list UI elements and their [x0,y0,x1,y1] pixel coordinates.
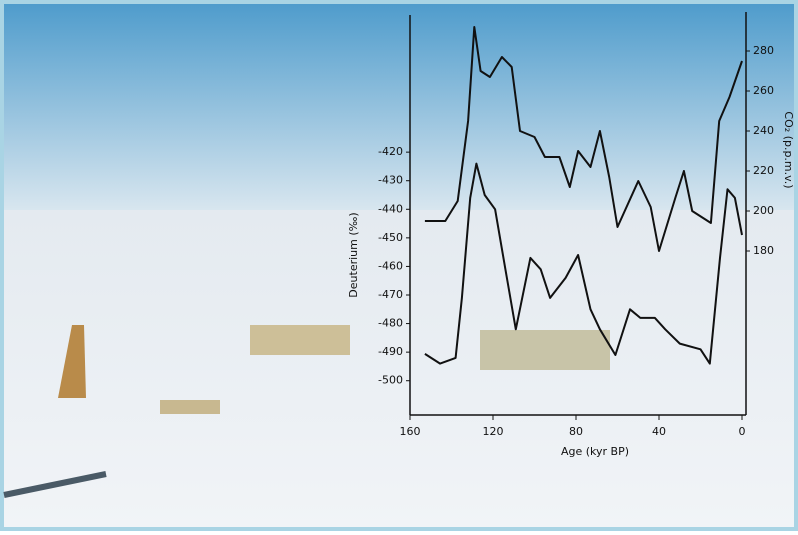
y-tick-label: -460 [378,259,403,272]
y-tick-label: -480 [378,317,403,330]
y-tick-label: -490 [378,345,403,358]
tower [58,325,86,398]
y-tick-label: -500 [378,374,403,387]
sky [4,4,794,210]
building [160,400,220,414]
x-tick-label: 120 [483,425,504,438]
building [480,330,610,370]
data-line [424,162,743,365]
y-tick-label: -470 [378,288,403,301]
plot: Deuterium (‰) CO₂ (p.p.m.v.) Age (kyr BP… [347,12,795,458]
x-tick-label: 80 [569,425,583,438]
y2-tick-label: 280 [753,44,774,57]
y2-tick-label: 260 [753,84,774,97]
x-tick-label: 0 [739,425,746,438]
x-tick-label: 160 [400,425,421,438]
pipe [3,471,107,498]
building [250,325,350,355]
x-tick-label: 40 [652,425,666,438]
y2-tick-label: 200 [753,204,774,217]
x-axis-label: Age (kyr BP) [561,445,629,458]
snow [4,210,794,527]
y-axis-label: Deuterium (‰) [347,212,360,297]
y2-tick-label: 220 [753,164,774,177]
y-tick-label: -420 [378,145,403,158]
y2-tick-label: 240 [753,124,774,137]
y2-axis-label: CO₂ (p.p.m.v.) [782,111,795,188]
y2-tick-label: 180 [753,244,774,257]
y-tick-label: -450 [378,231,403,244]
y-tick-label: -440 [378,202,403,215]
y-tick-label: -430 [378,174,403,187]
data-line [424,26,743,252]
